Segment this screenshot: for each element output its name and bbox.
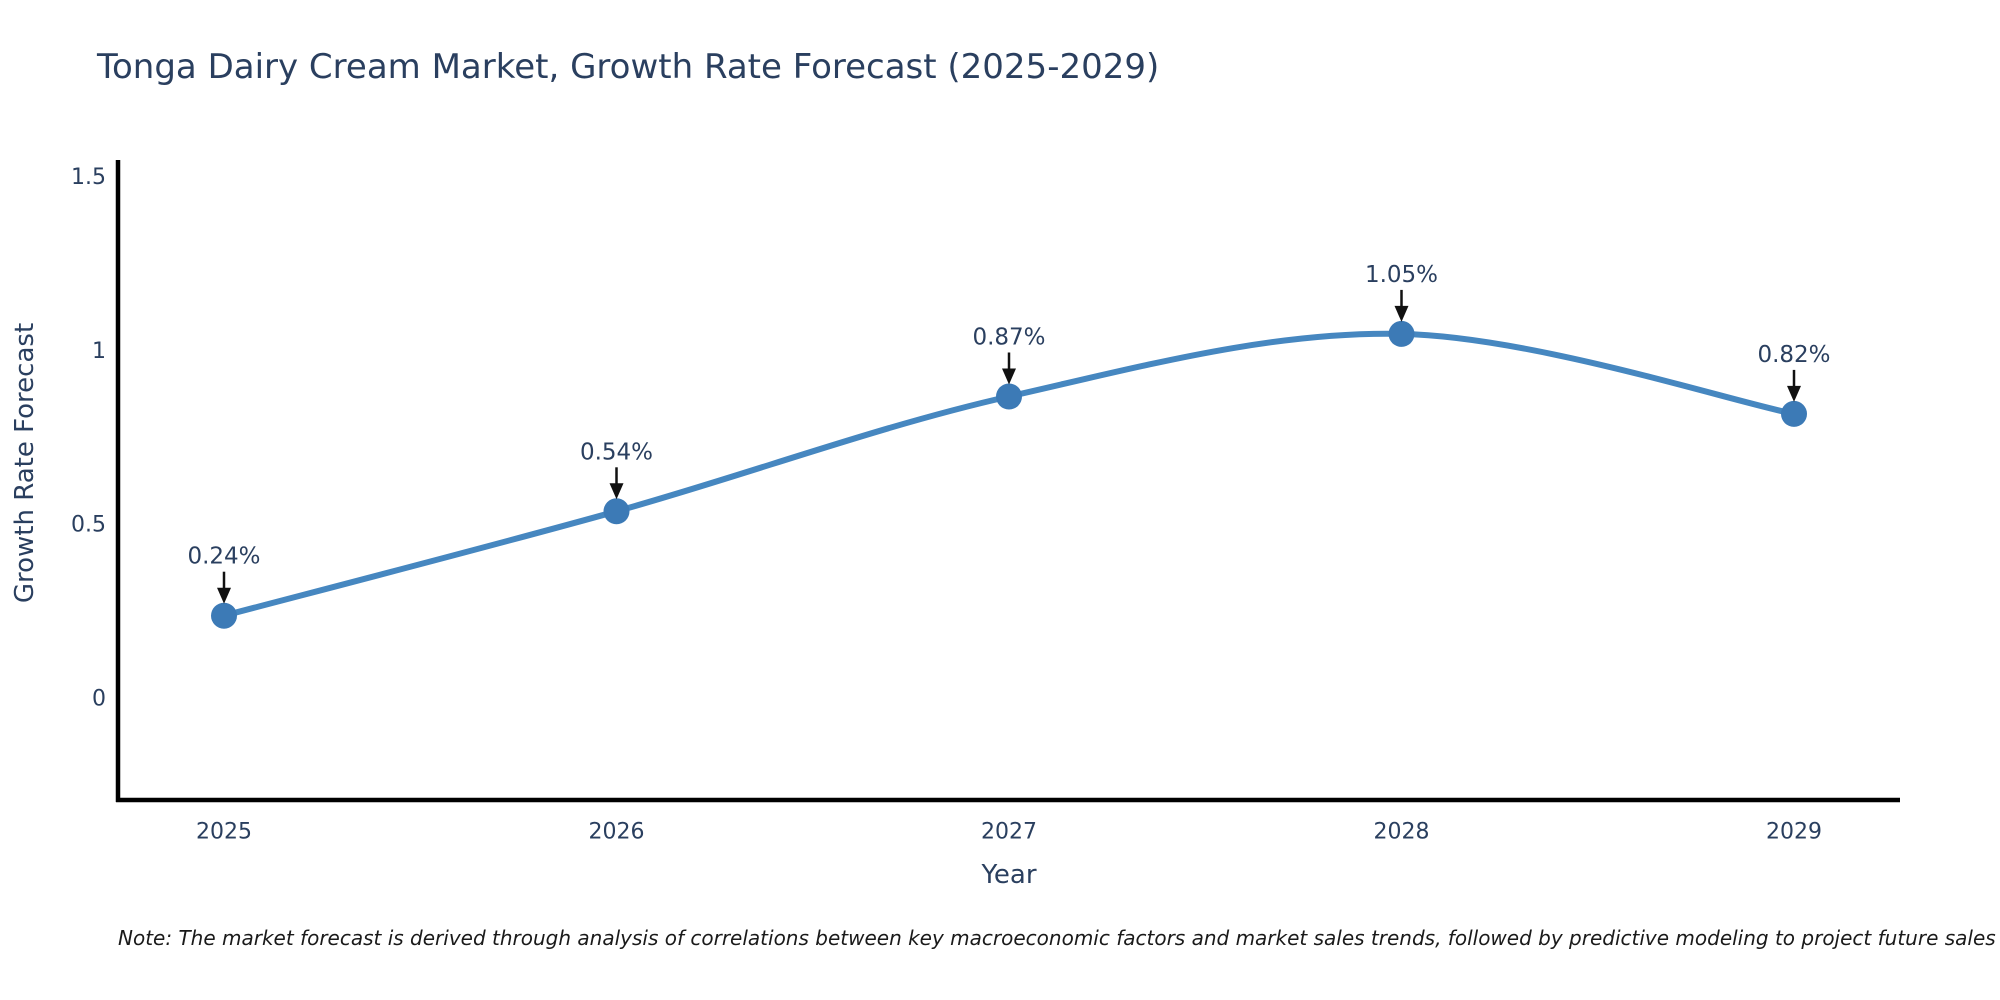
y-tick-label-0: 0 [92,687,106,712]
x-tick-label-2025: 2025 [196,820,252,845]
point-label-2027: 0.87% [972,325,1045,351]
y-tick-label-1.5: 1.5 [71,165,106,190]
data-point-2026 [603,498,630,525]
point-label-2028: 1.05% [1365,262,1438,288]
x-tick-label-2027: 2027 [981,820,1037,845]
annotation-arrowhead-2027 [1002,368,1016,385]
y-tick-label-1: 1 [92,339,106,364]
data-point-2025 [211,602,237,629]
chart-title: Tonga Dairy Cream Market, Growth Rate Fo… [97,47,1160,87]
annotation-arrowhead-2026 [609,483,624,500]
data-point-2028 [1388,320,1415,347]
point-label-2025: 0.24% [187,544,260,570]
point-label-2026: 0.54% [580,439,653,465]
y-tick-label-0.5: 0.5 [71,513,106,538]
x-tick-label-2028: 2028 [1374,820,1430,845]
annotation-arrowhead-2025 [217,587,231,604]
annotation-arrowhead-2029 [1787,385,1801,402]
footnote: Note: The market forecast is derived thr… [118,926,1996,950]
x-tick-label-2026: 2026 [589,820,645,845]
point-label-2029: 0.82% [1757,342,1830,368]
data-point-2029 [1781,400,1807,427]
x-axis-title: Year [981,860,1037,890]
x-tick-label-2029: 2029 [1766,820,1822,845]
annotation-arrowhead-2028 [1394,305,1409,322]
data-point-2027 [996,383,1022,410]
